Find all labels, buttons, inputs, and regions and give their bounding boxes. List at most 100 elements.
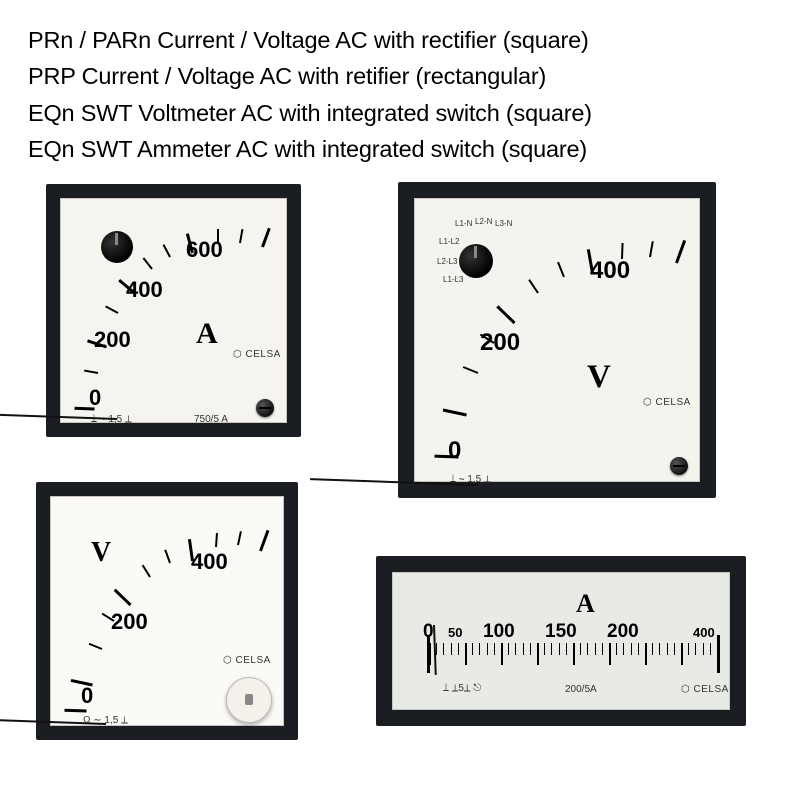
gauge-face: 0200400600A⬡ CELSA750/5 A⟘ ∼ 1,5 ⟂ bbox=[60, 198, 287, 423]
scale-tick bbox=[515, 643, 516, 655]
heading-block: PRn / PARn Current / Voltage AC with rec… bbox=[0, 0, 800, 178]
scale-number: 0 bbox=[423, 621, 434, 643]
symbol-text: ⟘ ⊥5⊥ ⎋ bbox=[443, 683, 481, 694]
heading-line-1: PRn / PARn Current / Voltage AC with rec… bbox=[28, 22, 772, 58]
scale-tick bbox=[544, 643, 545, 655]
voltmeter-square-gauge: 0200400V⬡ CELSAΩ ∼ 1,5 ⟂ bbox=[36, 482, 298, 740]
scale-tick bbox=[84, 369, 98, 373]
scale-tick bbox=[261, 227, 271, 247]
adjustment-screw bbox=[670, 457, 688, 475]
scale-number: 400 bbox=[191, 549, 228, 575]
scale-tick bbox=[559, 643, 560, 655]
selector-knob bbox=[101, 231, 133, 263]
scale-tick bbox=[523, 643, 524, 655]
info-text: 200/5A bbox=[565, 684, 597, 695]
scale-tick bbox=[616, 643, 617, 655]
zero-adjust bbox=[226, 677, 272, 723]
gauge-face: 0200400V⬡ CELSA⟘ ∼ 1,5 ⟂L1-NL2-NL3-NL1-L… bbox=[414, 198, 700, 482]
unit-label: V bbox=[587, 359, 611, 396]
switch-label: L2-L3 bbox=[437, 257, 457, 266]
switch-label: L1-L3 bbox=[443, 275, 463, 284]
scale-number: 200 bbox=[94, 327, 131, 353]
scale-tick bbox=[566, 643, 567, 655]
adjustment-screw bbox=[256, 399, 274, 417]
brand-label: ⬡ CELSA bbox=[223, 655, 271, 666]
scale-tick bbox=[451, 643, 452, 655]
scale-tick bbox=[239, 229, 243, 243]
brand-label: ⬡ CELSA bbox=[233, 349, 281, 360]
scale-tick bbox=[487, 643, 488, 655]
scale-number: 150 bbox=[545, 621, 577, 643]
scale-tick bbox=[530, 643, 531, 655]
scale-number: 400 bbox=[126, 277, 163, 303]
scale-tick bbox=[595, 643, 596, 655]
scale-tick bbox=[479, 643, 480, 655]
scale-tick bbox=[443, 643, 444, 655]
scale-number: 0 bbox=[89, 385, 101, 411]
ammeter-square-gauge: 0200400600A⬡ CELSA750/5 A⟘ ∼ 1,5 ⟂ bbox=[46, 184, 301, 437]
gauge-face: 0200400V⬡ CELSAΩ ∼ 1,5 ⟂ bbox=[50, 496, 284, 726]
switch-label: L2-N bbox=[475, 217, 492, 226]
heading-line-3: EQn SWT Voltmeter AC with integrated swi… bbox=[28, 95, 772, 131]
scale-number: 200 bbox=[480, 329, 520, 357]
switch-label: L1-L2 bbox=[439, 237, 459, 246]
gauge-face: 050100150200400A⬡ CELSA200/5A⟘ ⊥5⊥ ⎋ bbox=[392, 572, 730, 710]
brand-label: ⬡ CELSA bbox=[643, 397, 691, 408]
scale-tick bbox=[695, 643, 696, 655]
scale-tick bbox=[436, 643, 437, 655]
voltmeter-switch-gauge: 0200400V⬡ CELSA⟘ ∼ 1,5 ⟂L1-NL2-NL3-NL1-L… bbox=[398, 182, 716, 498]
scale-number: 400 bbox=[693, 625, 715, 640]
scale-tick bbox=[114, 588, 132, 605]
scale-number: 0 bbox=[448, 437, 461, 465]
scale-tick bbox=[638, 643, 639, 655]
scale-number: 100 bbox=[483, 621, 515, 643]
scale-tick bbox=[652, 643, 653, 655]
scale-number: 200 bbox=[607, 621, 639, 643]
heading-line-4: EQn SWT Ammeter AC with integrated switc… bbox=[28, 131, 772, 167]
scale-tick bbox=[143, 257, 153, 269]
scale-number: 600 bbox=[186, 237, 223, 263]
scale-tick bbox=[717, 635, 720, 673]
selector-knob bbox=[459, 244, 493, 278]
scale-tick bbox=[602, 643, 603, 655]
scale-number: 200 bbox=[111, 609, 148, 635]
scale-tick bbox=[528, 279, 539, 293]
scale-tick bbox=[675, 240, 686, 264]
scale-tick bbox=[472, 643, 473, 655]
info-text: 750/5 A bbox=[194, 414, 228, 425]
scale-tick bbox=[688, 643, 689, 655]
scale-tick bbox=[443, 408, 467, 416]
scale-tick bbox=[494, 643, 495, 655]
scale-tick bbox=[64, 708, 86, 712]
scale-tick bbox=[501, 643, 503, 665]
scale-tick bbox=[667, 643, 668, 655]
scale-tick bbox=[573, 643, 575, 665]
scale-tick bbox=[551, 643, 552, 655]
scale-tick bbox=[710, 643, 711, 655]
scale-tick bbox=[496, 305, 515, 324]
switch-label: L1-N bbox=[455, 219, 472, 228]
scale-tick bbox=[508, 643, 509, 655]
unit-label: A bbox=[196, 317, 218, 351]
scale-tick bbox=[623, 643, 624, 655]
gauges-area: 0200400600A⬡ CELSA750/5 A⟘ ∼ 1,5 ⟂ 02004… bbox=[0, 178, 800, 798]
scale-tick bbox=[580, 643, 581, 655]
scale-tick bbox=[237, 531, 242, 545]
scale-tick bbox=[215, 533, 218, 547]
unit-label: A bbox=[576, 589, 595, 619]
scale-tick bbox=[649, 241, 654, 257]
scale-tick bbox=[458, 643, 459, 655]
ammeter-rect-gauge: 050100150200400A⬡ CELSA200/5A⟘ ⊥5⊥ ⎋ bbox=[376, 556, 746, 726]
heading-line-2: PRP Current / Voltage AC with retifier (… bbox=[28, 58, 772, 94]
scale-tick bbox=[142, 564, 151, 577]
brand-label: ⬡ CELSA bbox=[681, 684, 729, 695]
scale-tick bbox=[645, 643, 647, 665]
scale-tick bbox=[463, 366, 479, 374]
scale-tick bbox=[609, 643, 611, 665]
unit-label: V bbox=[91, 537, 111, 569]
scale-tick bbox=[465, 643, 467, 665]
scale-tick bbox=[659, 643, 660, 655]
scale-tick bbox=[681, 643, 683, 665]
scale-number: 0 bbox=[81, 683, 93, 709]
scale-tick bbox=[259, 530, 269, 552]
